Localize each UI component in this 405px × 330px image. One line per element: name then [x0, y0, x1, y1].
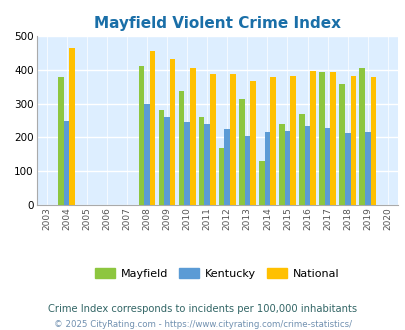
Bar: [64, 121, 69, 205]
Bar: [339, 84, 344, 205]
Bar: [370, 77, 375, 205]
Bar: [218, 148, 224, 205]
Bar: [304, 126, 309, 205]
Bar: [158, 110, 164, 205]
Bar: [224, 129, 230, 205]
Bar: [244, 136, 249, 205]
Legend: Mayfield, Kentucky, National: Mayfield, Kentucky, National: [91, 264, 343, 284]
Text: Crime Index corresponds to incidents per 100,000 inhabitants: Crime Index corresponds to incidents per…: [48, 304, 357, 314]
Bar: [358, 68, 364, 205]
Bar: [344, 133, 350, 205]
Bar: [190, 68, 195, 205]
Bar: [330, 72, 335, 205]
Bar: [324, 128, 330, 205]
Bar: [144, 104, 149, 205]
Bar: [290, 76, 295, 205]
Bar: [198, 117, 204, 205]
Bar: [249, 81, 255, 205]
Bar: [230, 74, 235, 205]
Bar: [149, 51, 155, 205]
Bar: [278, 124, 284, 205]
Bar: [204, 124, 209, 205]
Bar: [138, 66, 144, 205]
Bar: [270, 77, 275, 205]
Text: © 2025 CityRating.com - https://www.cityrating.com/crime-statistics/: © 2025 CityRating.com - https://www.city…: [54, 320, 351, 329]
Bar: [58, 77, 64, 205]
Bar: [69, 48, 75, 205]
Bar: [264, 132, 270, 205]
Bar: [184, 122, 190, 205]
Title: Mayfield Violent Crime Index: Mayfield Violent Crime Index: [94, 16, 340, 31]
Bar: [350, 76, 355, 205]
Bar: [309, 71, 315, 205]
Bar: [298, 115, 304, 205]
Bar: [258, 161, 264, 205]
Bar: [284, 131, 290, 205]
Bar: [164, 117, 169, 205]
Bar: [178, 91, 184, 205]
Bar: [209, 74, 215, 205]
Bar: [169, 59, 175, 205]
Bar: [238, 99, 244, 205]
Bar: [364, 132, 370, 205]
Bar: [318, 72, 324, 205]
